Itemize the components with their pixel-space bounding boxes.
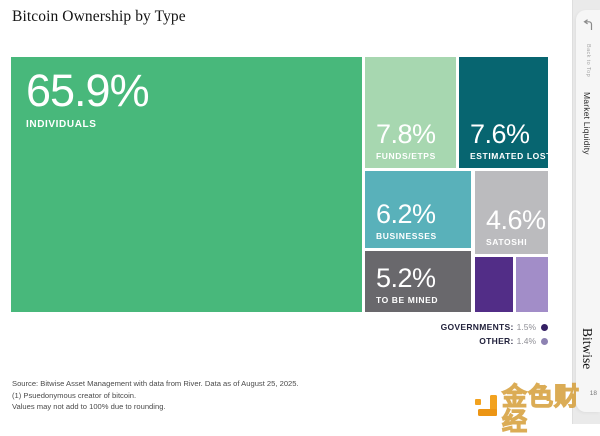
legend-row-other: OTHER: 1.4% — [441, 334, 548, 348]
legend-dot-governments — [541, 324, 548, 331]
treemap-legend: GOVERNMENTS: 1.5% OTHER: 1.4% — [441, 320, 548, 348]
watermark-text: 金色财经 — [501, 382, 581, 436]
treemap-block-governments — [475, 257, 513, 312]
treemap-block-businesses: 6.2% BUSINESSES — [365, 171, 471, 248]
golden-finance-logo-icon — [475, 395, 498, 423]
sidebar-card — [576, 10, 600, 412]
footnote-line: (1) Psuedonymous creator of bitcoin. — [12, 390, 137, 400]
block-text: 65.9% INDIVIDUALS — [26, 65, 150, 131]
block-text: 6.2% BUSINESSES — [376, 198, 437, 241]
treemap-block-other — [516, 257, 548, 312]
legend-row-governments: GOVERNMENTS: 1.5% — [441, 320, 548, 334]
legend-dot-other — [541, 338, 548, 345]
legend-value: 1.5% — [516, 322, 536, 332]
legend-label: GOVERNMENTS: — [440, 322, 514, 332]
treemap-block-to-be-mined: 5.2% TO BE MINED — [365, 251, 471, 312]
treemap-block-estimated-lost: 7.6% ESTIMATED LOST — [459, 57, 551, 168]
treemap-block-satoshi: 4.6% SATOSHI — [475, 171, 548, 254]
bitwise-brand-label: Bitwise — [580, 328, 595, 370]
block-value: 4.6% — [486, 204, 546, 235]
treemap-block-funds-etps: 7.8% FUNDS/ETPS — [365, 57, 456, 168]
treemap-block-individuals: 65.9% INDIVIDUALS — [11, 57, 362, 312]
block-value: 5.2% — [376, 262, 436, 293]
block-value: 7.6% — [470, 118, 530, 149]
sidebar-section-market-liquidity[interactable]: Market Liquidity — [582, 92, 592, 155]
legend-label: OTHER: — [479, 336, 514, 346]
treemap-chart: 65.9% INDIVIDUALS 7.8% FUNDS/ETPS 7.6% E… — [11, 57, 551, 348]
block-label: SATOSHI — [486, 237, 528, 247]
source-line: Source: Bitwise Asset Management with da… — [12, 379, 299, 388]
back-to-top-label[interactable]: Back to Top — [585, 44, 591, 78]
block-label: FUNDS/ETPS — [376, 151, 436, 161]
rounding-note-line: Values may not add to 100% due to roundi… — [12, 402, 166, 411]
block-value: 65.9% — [26, 65, 150, 116]
right-sidebar: Back to Top Market Liquidity Bitwise 18 — [572, 0, 600, 424]
block-text: 7.6% ESTIMATED LOST — [470, 118, 552, 161]
golden-finance-watermark: 金色财经 — [475, 382, 600, 436]
page-number: 18 — [589, 390, 597, 397]
block-value: 6.2% — [376, 198, 436, 229]
back-to-top-icon[interactable] — [581, 19, 594, 37]
block-text: 4.6% SATOSHI — [486, 204, 546, 247]
block-label: BUSINESSES — [376, 231, 437, 241]
block-text: 7.8% FUNDS/ETPS — [376, 118, 436, 161]
block-label: INDIVIDUALS — [26, 119, 97, 131]
page-title: Bitcoin Ownership by Type — [12, 8, 186, 25]
block-text: 5.2% TO BE MINED — [376, 262, 439, 305]
block-label: ESTIMATED LOST — [470, 151, 552, 161]
legend-value: 1.4% — [516, 336, 536, 346]
block-value: 7.8% — [376, 118, 436, 149]
block-label: TO BE MINED — [376, 295, 439, 305]
source-footnotes: Source: Bitwise Asset Management with da… — [12, 378, 299, 413]
